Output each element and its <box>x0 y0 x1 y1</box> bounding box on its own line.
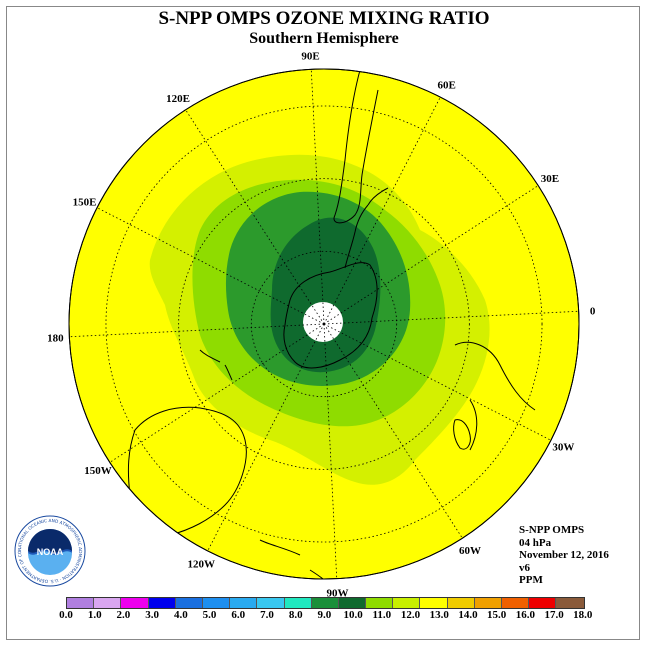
colorbar-swatch <box>366 598 394 608</box>
info-panel: S-NPP OMPS 04 hPa November 12, 2016 v6 P… <box>519 524 609 587</box>
colorbar-swatch <box>420 598 448 608</box>
longitude-label: 120E <box>166 93 190 105</box>
colorbar-swatch <box>202 598 231 608</box>
meridian-line <box>69 323 325 338</box>
colorbar-swatch <box>94 598 122 608</box>
meridian-line <box>109 323 325 463</box>
longitude-label: 90W <box>326 588 348 600</box>
southeast-asia-coastline <box>259 539 331 579</box>
colorbar-swatch <box>474 598 502 608</box>
map-title: S-NPP OMPS OZONE MIXING RATIO <box>158 8 490 29</box>
colorbar-swatch <box>393 598 421 608</box>
coastlines <box>127 69 536 579</box>
colorbar-tick-label: 16.0 <box>515 609 535 621</box>
latitude-circle <box>178 178 470 470</box>
colorbar-swatch <box>502 598 530 608</box>
colorbar-swatch <box>284 598 312 608</box>
colorbar-swatch <box>529 598 557 608</box>
meridian-line <box>207 323 325 552</box>
pole-data-gap <box>303 302 343 342</box>
colorbar-tick-label: 18.0 <box>573 609 593 621</box>
longitude-label: 90E <box>301 50 319 62</box>
africa-coastline <box>454 341 536 451</box>
meridian-line <box>323 185 539 325</box>
info-product: S-NPP OMPS <box>519 524 585 536</box>
info-date: November 12, 2016 <box>519 549 609 561</box>
info-level: 04 hPa <box>519 536 552 549</box>
longitude-label: 120W <box>188 558 216 570</box>
colorbar-swatch <box>257 598 285 608</box>
colorbar-tick-label: 5.0 <box>202 609 217 621</box>
colorbar-swatch <box>230 598 258 608</box>
figure-frame <box>6 6 640 640</box>
colorbar-swatch <box>175 598 203 608</box>
noaa-logo: NATIONAL OCEANIC AND ATMOSPHERIC ADMINIS… <box>14 515 86 587</box>
longitude-label: 150E <box>73 196 97 208</box>
info-units: PPM <box>519 574 543 586</box>
colorbar-tick-label: 15.0 <box>487 609 507 621</box>
colorbar-tick-label: 2.0 <box>116 609 131 621</box>
meridian-line <box>96 207 325 325</box>
colorbar-swatch <box>447 598 475 608</box>
longitude-label: 60E <box>438 80 456 92</box>
latitude-circle <box>250 250 398 398</box>
colorbar-tick-label: 7.0 <box>260 609 274 621</box>
colorbar-tick-label: 13.0 <box>429 609 449 621</box>
meridian-line <box>310 69 325 325</box>
colorbar <box>66 597 585 609</box>
info-version: v6 <box>519 561 530 574</box>
longitude-label: 150W <box>84 465 112 477</box>
colorbar-swatch <box>311 598 339 608</box>
latitude-circle <box>105 105 543 543</box>
colorbar-swatch <box>121 598 149 608</box>
colorbar-tick-label: 11.0 <box>372 609 392 621</box>
meridian-line <box>323 323 552 441</box>
colorbar-tick-label: 17.0 <box>544 609 564 621</box>
colorbar-swatch <box>67 598 95 608</box>
antarctic-peninsula-coastline <box>344 204 369 269</box>
colorbar-tick-label: 3.0 <box>145 609 159 621</box>
colorbar-tick-label: 9.0 <box>317 609 332 621</box>
meridian-line <box>323 323 338 579</box>
meridian-line <box>185 109 325 325</box>
colorbar-tick-label: 6.0 <box>231 609 246 621</box>
map-subtitle: Southern Hemisphere <box>249 30 399 47</box>
longitude-label: 0 <box>590 306 596 318</box>
antarctica-coastline <box>283 262 378 369</box>
new-zealand-coastline <box>199 349 233 381</box>
colorbar-swatch <box>556 598 584 608</box>
colorbar-tick-label: 10.0 <box>343 609 363 621</box>
meridian-line <box>323 323 463 539</box>
longitude-label: 30E <box>541 173 559 185</box>
colorbar-swatch <box>148 598 176 608</box>
meridian-line <box>323 310 579 325</box>
colorbar-tick-label: 4.0 <box>173 609 188 621</box>
colorbar-tick-label: 14.0 <box>458 609 478 621</box>
map-disc-border <box>68 68 580 580</box>
ozone-region-9ppm <box>270 217 381 373</box>
south-america-coastline <box>333 69 389 224</box>
colorbar-tick-label: 0.0 <box>59 609 73 621</box>
longitude-label: 60W <box>459 545 481 557</box>
colorbar-tick-label: 1.0 <box>87 609 102 621</box>
colorbar-swatch <box>338 598 367 608</box>
longitude-label: 180 <box>47 332 64 344</box>
colorbar-tick-label: 8.0 <box>288 609 303 621</box>
longitude-label: 30W <box>552 442 574 454</box>
colorbar-tick-label: 12.0 <box>400 609 421 621</box>
noaa-logo-text: NOAA <box>37 547 64 557</box>
madagascar-coastline <box>453 419 471 450</box>
meridian-line <box>323 96 441 325</box>
